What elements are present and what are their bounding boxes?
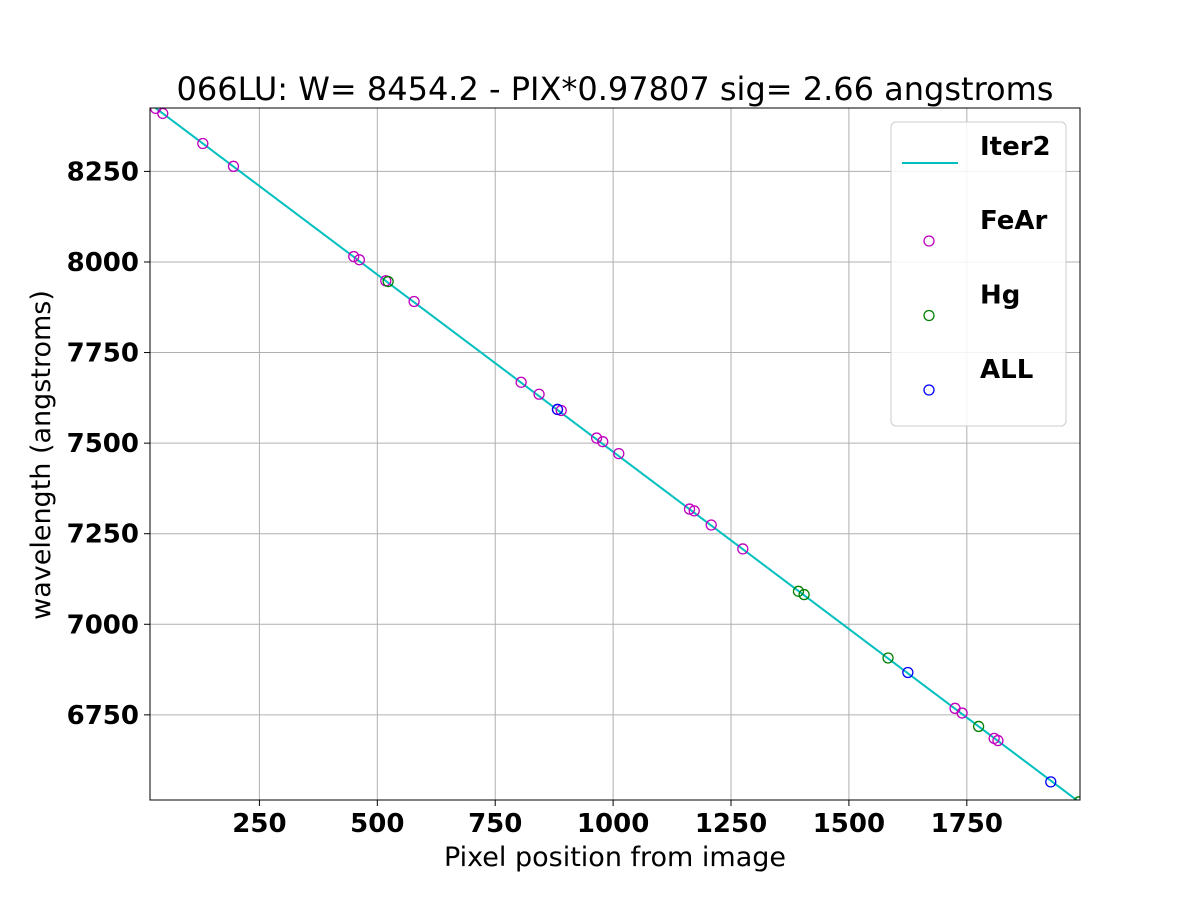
point-hg: [792, 585, 805, 597]
y-tick-label: 8250: [67, 157, 139, 187]
legend-label-fear: FeAr: [980, 206, 1047, 236]
point-fear: [533, 388, 545, 400]
point-hg: [882, 652, 894, 664]
legend-label-all: ALL: [980, 355, 1033, 385]
point-fear: [348, 250, 360, 263]
y-axis-ticks: 6750 7000 7250 7500 7750 8000 8250: [67, 157, 150, 731]
legend-swatch-all: [923, 384, 935, 396]
y-tick-label: 7750: [67, 339, 139, 369]
legend-label-hg: Hg: [980, 281, 1020, 311]
point-all: [902, 666, 914, 679]
y-tick-label: 7250: [67, 520, 139, 550]
point-hg: [798, 588, 810, 601]
x-axis-label: Pixel position from image: [444, 842, 786, 873]
x-tick-label: 500: [350, 809, 404, 839]
x-tick-label: 1250: [695, 809, 767, 839]
point-hg: [382, 275, 394, 288]
point-fear: [705, 519, 717, 531]
point-fear: [408, 295, 420, 308]
y-axis-label: wavelength (angstroms): [26, 290, 57, 620]
legend-label-iter2: Iter2: [980, 132, 1051, 162]
point-fear: [227, 160, 240, 172]
x-tick-label: 250: [232, 809, 286, 839]
point-fear: [688, 505, 700, 517]
legend: Iter2 FeAr Hg ALL: [890, 121, 1067, 427]
point-fear: [353, 254, 366, 266]
data-points: [150, 108, 1080, 800]
point-fear: [956, 707, 968, 719]
x-tick-label: 750: [468, 809, 522, 839]
legend-swatch-hg: [923, 309, 935, 322]
x-tick-label: 1000: [577, 809, 649, 839]
y-tick-label: 6750: [67, 701, 139, 731]
point-hg: [972, 720, 985, 733]
legend-swatch-fear: [923, 235, 935, 247]
point-fear: [197, 137, 209, 150]
x-tick-label: 1750: [931, 809, 1003, 839]
fit-line-layer: [153, 108, 1079, 800]
chart-title: 066LU: W= 8454.2 - PIX*0.97807 sig= 2.66…: [177, 70, 1054, 108]
plot-frame: [149, 107, 1081, 801]
point-fear: [737, 543, 749, 555]
y-tick-label: 7500: [67, 429, 139, 459]
point-fear: [515, 376, 527, 388]
point-fear: [613, 447, 625, 460]
x-axis-ticks: 250 500 750 1000 1250 1500 1750: [232, 800, 1003, 839]
x-tick-label: 1500: [813, 809, 885, 839]
point-all: [551, 403, 564, 416]
point-fear: [597, 436, 609, 448]
point-fear: [590, 432, 603, 444]
y-tick-label: 8000: [67, 248, 139, 278]
point-fear: [683, 503, 696, 515]
grid-lines: [150, 108, 1080, 800]
point-fear: [992, 734, 1004, 747]
y-tick-label: 7000: [67, 610, 139, 640]
point-all: [1045, 776, 1057, 788]
point-hg: [1073, 796, 1080, 800]
legend-box: [890, 121, 1067, 427]
fit-line-iter2: [153, 108, 1079, 800]
